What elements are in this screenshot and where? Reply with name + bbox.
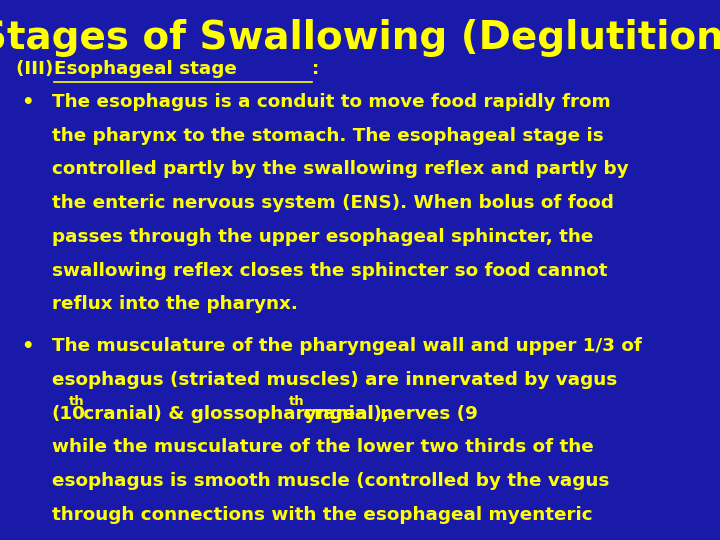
Text: (10: (10 [52, 405, 86, 423]
Text: •: • [22, 93, 35, 112]
Text: reflux into the pharynx.: reflux into the pharynx. [52, 295, 297, 313]
Text: th: th [68, 395, 84, 408]
Text: cranial) & glossopharyngeal nerves (9: cranial) & glossopharyngeal nerves (9 [77, 405, 478, 423]
Text: passes through the upper esophageal sphincter, the: passes through the upper esophageal sphi… [52, 228, 593, 246]
Text: th: th [289, 395, 305, 408]
Text: esophagus is smooth muscle (controlled by the vagus: esophagus is smooth muscle (controlled b… [52, 472, 609, 490]
Text: The musculature of the pharyngeal wall and upper 1/3 of: The musculature of the pharyngeal wall a… [52, 337, 642, 355]
Text: through connections with the esophageal myenteric: through connections with the esophageal … [52, 506, 593, 524]
Text: the pharynx to the stomach. The esophageal stage is: the pharynx to the stomach. The esophage… [52, 126, 603, 145]
Text: swallowing reflex closes the sphincter so food cannot: swallowing reflex closes the sphincter s… [52, 261, 608, 280]
Text: :: : [312, 60, 319, 78]
Text: Stages of Swallowing (Deglutition): Stages of Swallowing (Deglutition) [0, 19, 720, 57]
Text: (III): (III) [16, 60, 60, 78]
Text: the enteric nervous system (ENS). When bolus of food: the enteric nervous system (ENS). When b… [52, 194, 613, 212]
Text: Esophageal stage: Esophageal stage [54, 60, 237, 78]
Text: esophagus (striated muscles) are innervated by vagus: esophagus (striated muscles) are innerva… [52, 371, 617, 389]
Text: while the musculature of the lower two thirds of the: while the musculature of the lower two t… [52, 438, 593, 456]
Text: controlled partly by the swallowing reflex and partly by: controlled partly by the swallowing refl… [52, 160, 629, 178]
Text: •: • [22, 337, 35, 356]
Text: cranial),: cranial), [297, 405, 390, 423]
Text: The esophagus is a conduit to move food rapidly from: The esophagus is a conduit to move food … [52, 93, 611, 111]
